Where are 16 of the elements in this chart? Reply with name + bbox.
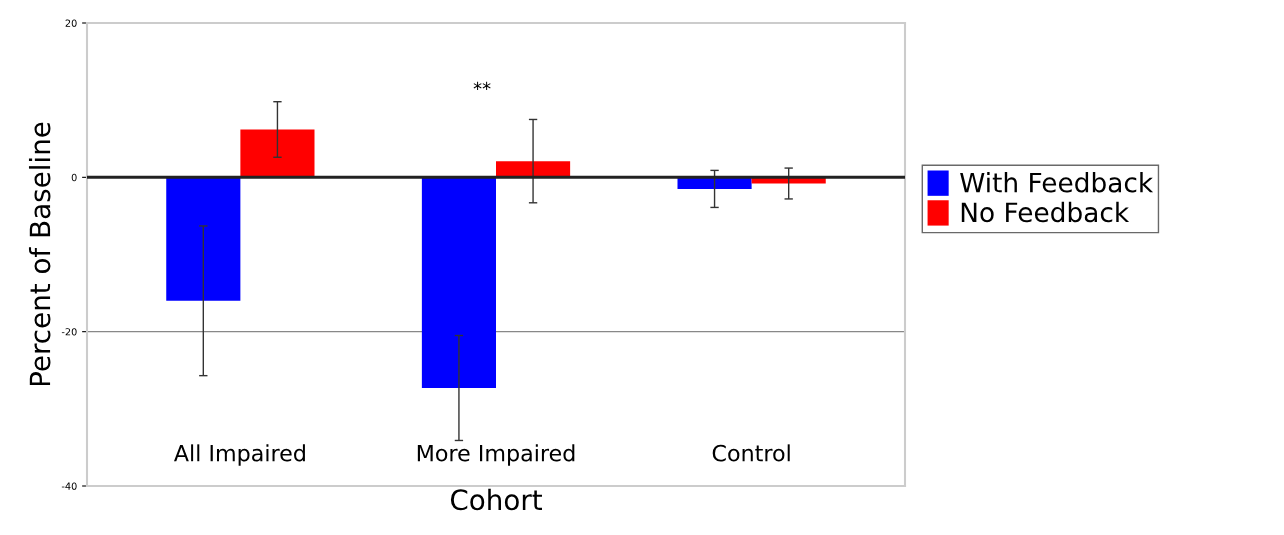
bar	[496, 161, 571, 178]
annotation: **	[473, 81, 491, 90]
y-tick-label: 20	[65, 19, 77, 27]
y-tick-label: -40	[61, 482, 77, 490]
x-tick-label: More Impaired	[417, 444, 575, 466]
bar	[421, 177, 496, 388]
x-axis-title: Cohort	[450, 488, 542, 511]
y-axis-title: Percent of Baseline	[28, 122, 51, 386]
y-tick-label: -20	[61, 328, 77, 336]
bar	[166, 177, 241, 301]
x-tick-label: Control	[712, 444, 790, 462]
legend-label: With Feedback	[960, 172, 1154, 193]
y-tick-label: 0	[71, 173, 77, 182]
bar	[240, 129, 315, 178]
x-tick-label: All Impaired	[173, 444, 305, 466]
legend-label: No Feedback	[961, 201, 1130, 223]
